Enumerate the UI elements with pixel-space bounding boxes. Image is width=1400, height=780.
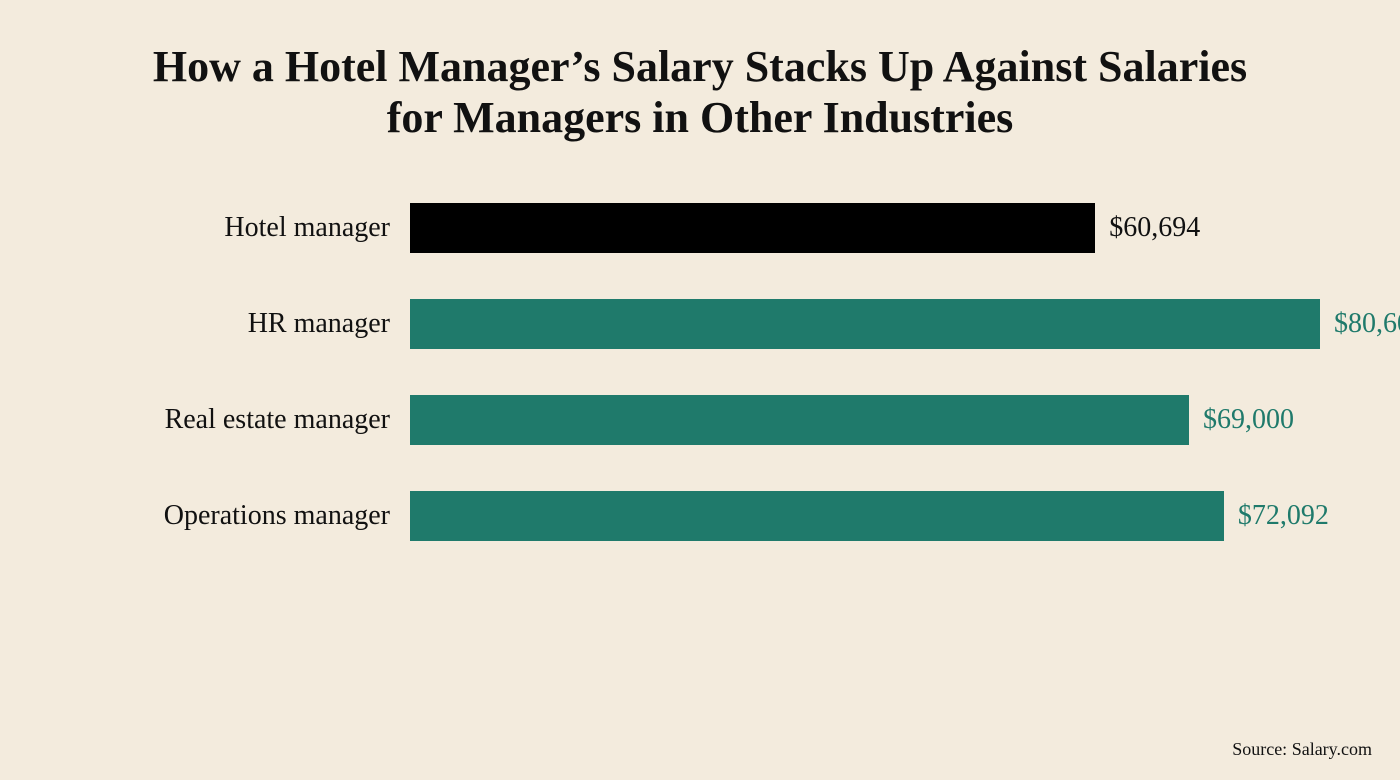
bar-row: Hotel manager $60,694 bbox=[80, 203, 1320, 253]
bar-track: $72,092 bbox=[410, 491, 1320, 541]
bar-chart: Hotel manager $60,694 HR manager $80,606… bbox=[80, 203, 1320, 541]
chart-title: How a Hotel Manager’s Salary Stacks Up A… bbox=[0, 0, 1400, 143]
bar-label: Real estate manager bbox=[80, 404, 410, 436]
bar-value: $69,000 bbox=[1189, 404, 1294, 436]
bar-value: $72,092 bbox=[1224, 500, 1329, 532]
bar-row: Real estate manager $69,000 bbox=[80, 395, 1320, 445]
bar-row: HR manager $80,606 bbox=[80, 299, 1320, 349]
bar bbox=[410, 491, 1224, 541]
bar-row: Operations manager $72,092 bbox=[80, 491, 1320, 541]
bar-value: $60,694 bbox=[1095, 212, 1200, 244]
source-attribution: Source: Salary.com bbox=[1232, 739, 1372, 760]
bar-track: $69,000 bbox=[410, 395, 1320, 445]
bar bbox=[410, 299, 1320, 349]
bar-value: $80,606 bbox=[1320, 308, 1400, 340]
bar-track: $60,694 bbox=[410, 203, 1320, 253]
bar bbox=[410, 203, 1095, 253]
bar-label: Hotel manager bbox=[80, 212, 410, 244]
bar bbox=[410, 395, 1189, 445]
bar-label: Operations manager bbox=[80, 500, 410, 532]
bar-label: HR manager bbox=[80, 308, 410, 340]
bar-track: $80,606 bbox=[410, 299, 1320, 349]
